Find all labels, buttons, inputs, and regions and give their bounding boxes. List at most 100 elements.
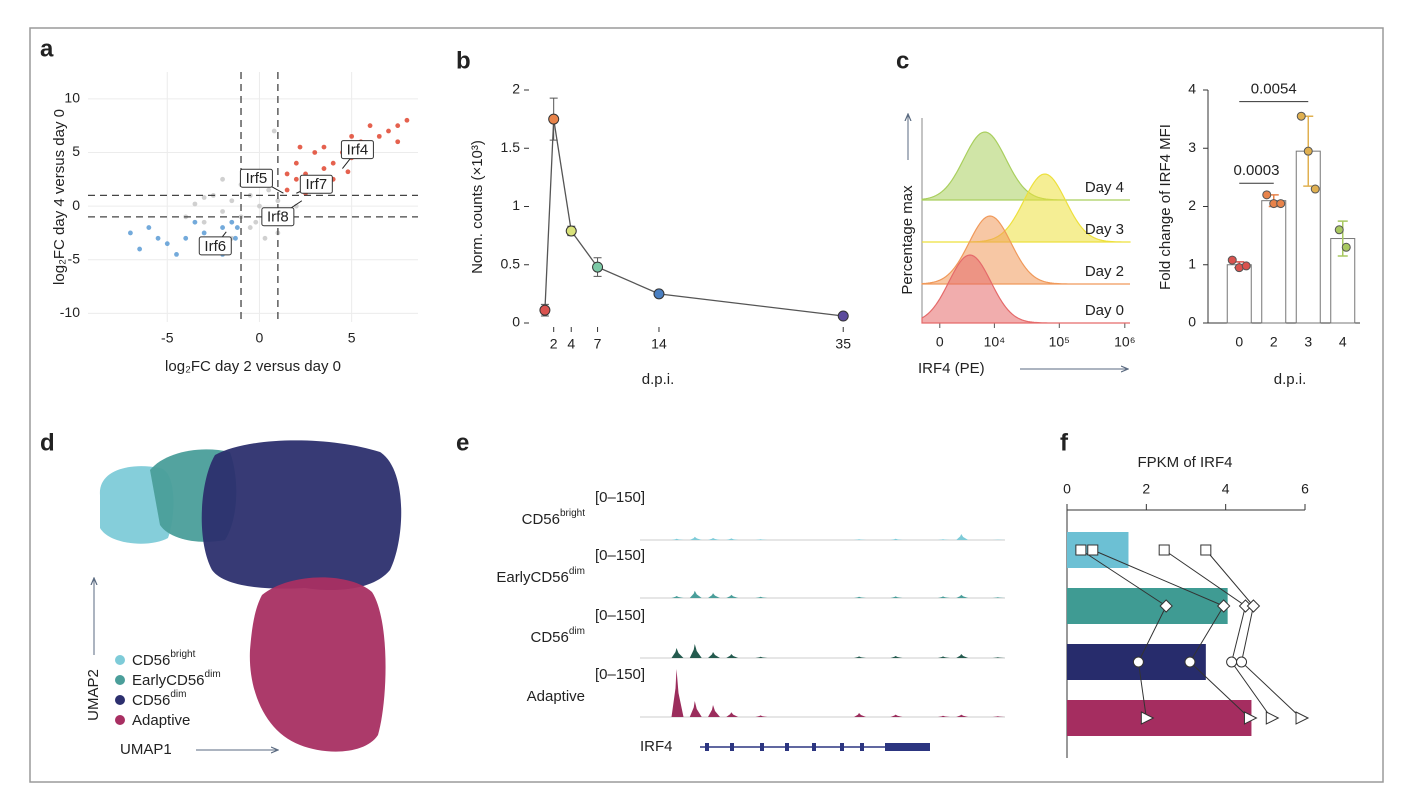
donor-marker (1184, 656, 1196, 668)
track-label: CD56bright (522, 508, 586, 528)
legend-swatch (115, 715, 125, 725)
gene-exon (840, 743, 844, 751)
track-range: [0–150] (595, 489, 645, 506)
signal-peak (689, 590, 702, 598)
y-tick-label: 0 (512, 314, 520, 330)
donor-marker (1132, 656, 1144, 668)
x-tick-label: 7 (594, 336, 602, 352)
legend-label-sup: bright (170, 649, 195, 660)
legend-label-sup: dim (170, 689, 186, 700)
y-tick-label: 5 (72, 143, 80, 159)
gene-exon (885, 743, 930, 751)
point (293, 160, 299, 166)
point (155, 235, 161, 241)
y-tick-label: 0 (1188, 314, 1196, 330)
density (921, 254, 1130, 324)
point (229, 219, 235, 225)
point (404, 117, 410, 123)
point (297, 144, 303, 150)
x-tick-label: 0 (1235, 334, 1243, 350)
panel-letter: b (456, 47, 471, 74)
replicate-point (1241, 261, 1251, 271)
y-axis-label: UMAP2 (85, 669, 102, 721)
legend-swatch (115, 695, 125, 705)
point (262, 235, 268, 241)
panel-letter: c (896, 47, 909, 74)
gene-exon (785, 743, 789, 751)
track-label-sup: bright (560, 508, 585, 519)
point (201, 230, 207, 236)
density (922, 173, 1131, 243)
signal-peak (937, 539, 950, 540)
gene-label: IRF4 (640, 738, 673, 755)
legend-label: EarlyCD56dim (132, 669, 221, 689)
point (367, 123, 373, 129)
x-tick-label: 35 (835, 336, 851, 352)
track-label-main: EarlyCD56 (496, 569, 569, 586)
point (837, 310, 849, 322)
x-tick-label: 10⁴ (984, 334, 1006, 350)
signal-peak (689, 536, 702, 540)
track-label: Adaptive (527, 688, 585, 705)
x-axis-label: IRF4 (PE) (918, 360, 985, 377)
point (233, 235, 238, 241)
point (174, 252, 179, 257)
series-line (544, 119, 844, 317)
gene-exon (860, 743, 864, 751)
point (247, 225, 253, 230)
signal-peak (890, 538, 903, 540)
legend-label: Day 3 (1085, 221, 1124, 238)
signal-peak (689, 701, 702, 717)
point (345, 169, 351, 175)
track-label-main: CD56 (531, 629, 569, 646)
x-tick-label: 5 (348, 330, 356, 346)
donor-marker (1216, 599, 1231, 613)
annotation-label: Irf5 (246, 170, 268, 187)
bar (1226, 264, 1252, 324)
point (321, 144, 327, 150)
point (395, 123, 401, 129)
annotation-box (340, 140, 374, 160)
signal-peak (937, 715, 950, 717)
point (183, 235, 189, 241)
y-tick-label: 1 (512, 197, 520, 213)
track-label-main: Adaptive (527, 688, 585, 705)
replicate-point (1341, 242, 1351, 252)
point (128, 230, 133, 236)
track-range: [0–150] (595, 607, 645, 624)
point (266, 187, 272, 193)
y-tick-label: -10 (60, 304, 80, 320)
signal-peak (755, 656, 768, 658)
y-axis-label: Percentage max (899, 185, 916, 295)
point (284, 171, 290, 177)
y-axis-label: Fold change of IRF4 MFI (1157, 124, 1174, 290)
x-tick-label: 10⁶ (1114, 334, 1135, 350)
point (257, 203, 262, 209)
donor-marker (1236, 656, 1248, 668)
point (253, 219, 259, 225)
point (164, 241, 170, 247)
legend-label-main: Adaptive (132, 712, 190, 729)
donor-marker (1087, 544, 1099, 556)
x-tick-label: 0 (936, 334, 944, 350)
donor-marker (1226, 656, 1238, 668)
error-bar (1337, 220, 1348, 257)
signal-peak (671, 648, 684, 658)
donor-line (1080, 549, 1167, 719)
point (312, 150, 318, 155)
signal-peak (708, 593, 720, 598)
legend-label-main: CD56 (132, 652, 170, 669)
track-label-main: CD56 (522, 511, 560, 528)
x-axis-label: log₂FC day 2 versus day 0 (165, 358, 341, 375)
donor-marker (1295, 711, 1310, 725)
signal-peak (992, 657, 1005, 658)
point (271, 128, 277, 134)
signal-peak (956, 654, 969, 658)
donor-marker (1246, 599, 1261, 613)
signal-peak (992, 716, 1005, 717)
track-label-sup: dim (569, 626, 585, 637)
signal-peak (671, 669, 684, 717)
legend-label: Adaptive (132, 712, 190, 729)
y-tick-label: 1 (1188, 255, 1196, 271)
